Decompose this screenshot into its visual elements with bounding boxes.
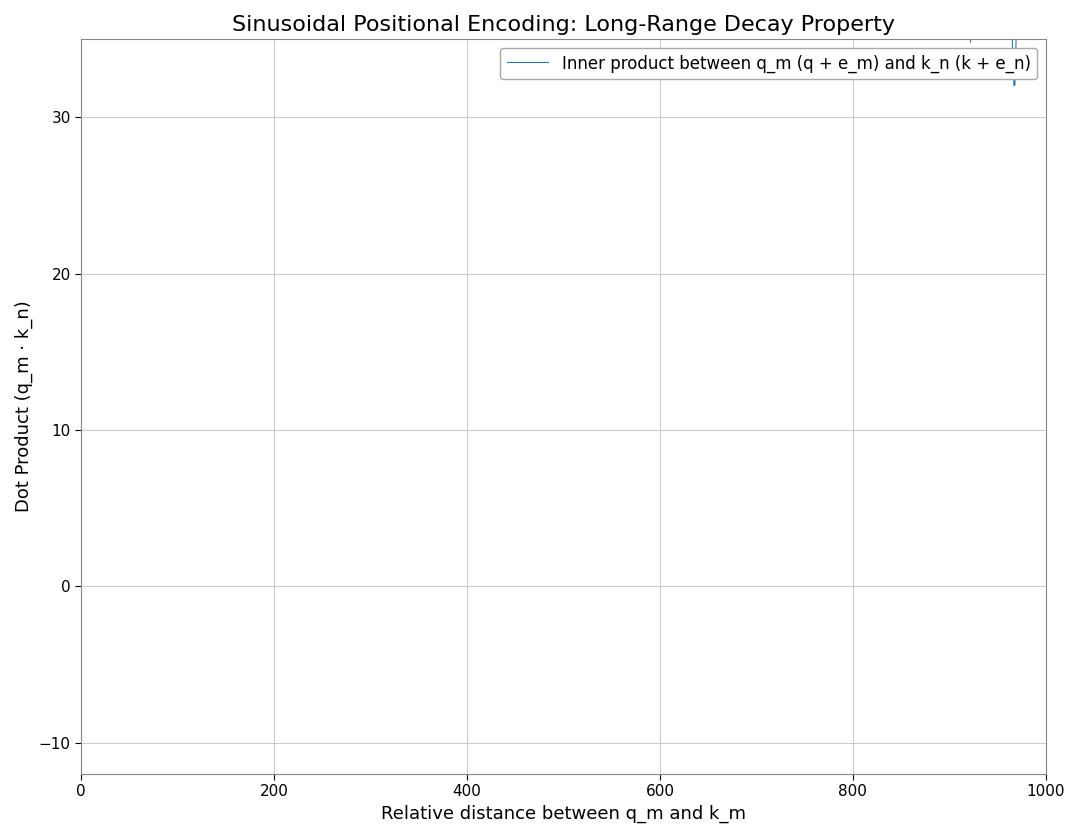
X-axis label: Relative distance between q_m and k_m: Relative distance between q_m and k_m (381, 804, 746, 823)
Y-axis label: Dot Product (q_m · k_n): Dot Product (q_m · k_n) (15, 301, 33, 512)
Line: Inner product between q_m (q + e_m) and k_n (k + e_n): Inner product between q_m (q + e_m) and … (81, 0, 1045, 85)
Legend: Inner product between q_m (q + e_m) and k_n (k + e_n): Inner product between q_m (q + e_m) and … (500, 48, 1038, 80)
Inner product between q_m (q + e_m) and k_n (k + e_n) (1008, 80, 1021, 91)
Title: Sinusoidal Positional Encoding: Long-Range Decay Property: Sinusoidal Positional Encoding: Long-Ran… (232, 15, 895, 35)
